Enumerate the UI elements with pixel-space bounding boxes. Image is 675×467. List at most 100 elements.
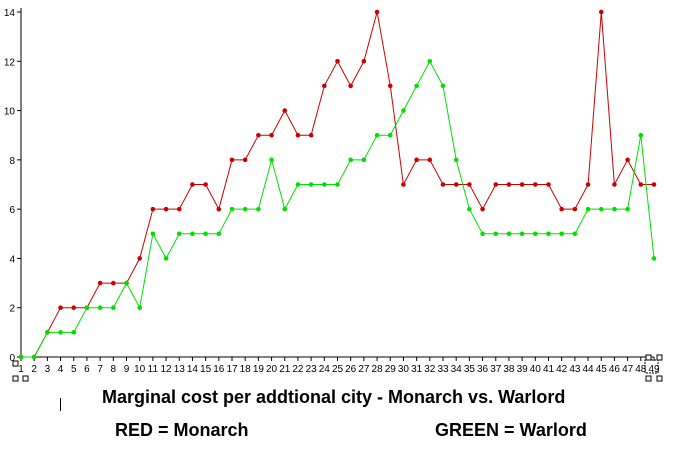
data-point-warlord bbox=[124, 280, 129, 286]
data-point-warlord bbox=[308, 182, 314, 187]
x-tick-label: 30 bbox=[398, 364, 410, 375]
data-point-monarch bbox=[282, 108, 288, 113]
x-tick-label: 11 bbox=[148, 364, 159, 375]
data-point-monarch bbox=[585, 182, 591, 187]
selection-handle bbox=[12, 375, 19, 382]
data-point-monarch bbox=[335, 58, 340, 64]
x-tick-label: 33 bbox=[437, 364, 449, 375]
x-tick-label: 2 bbox=[31, 364, 37, 375]
data-point-warlord bbox=[45, 330, 50, 335]
data-point-monarch bbox=[256, 132, 261, 138]
data-point-monarch bbox=[308, 132, 314, 138]
x-tick-label: 13 bbox=[174, 364, 186, 375]
data-point-monarch bbox=[137, 256, 142, 261]
series-line-warlord bbox=[21, 60, 655, 358]
data-point-warlord bbox=[453, 157, 459, 163]
data-point-warlord bbox=[374, 132, 380, 138]
data-point-monarch bbox=[651, 182, 657, 187]
x-tick-label: 23 bbox=[306, 364, 318, 375]
y-axis-ticks: 0 2 4 6 8 10 12 14 bbox=[4, 8, 21, 364]
y-tick-label: 10 bbox=[4, 107, 16, 118]
data-point-warlord bbox=[533, 231, 538, 237]
x-tick-label: 48 bbox=[635, 364, 647, 375]
data-point-warlord bbox=[322, 182, 327, 187]
data-point-monarch bbox=[322, 83, 327, 89]
x-tick-label: 25 bbox=[332, 364, 344, 375]
data-point-monarch bbox=[440, 182, 446, 187]
data-point-warlord bbox=[519, 231, 525, 237]
data-point-monarch bbox=[401, 182, 406, 187]
x-tick-label: 45 bbox=[596, 364, 608, 375]
x-tick-label: 38 bbox=[503, 364, 515, 375]
selection-handle bbox=[656, 354, 663, 361]
data-point-warlord bbox=[203, 231, 208, 237]
x-tick-label: 43 bbox=[569, 364, 581, 375]
selection-handle bbox=[12, 360, 19, 367]
data-point-warlord bbox=[137, 305, 142, 311]
x-tick-label: 5 bbox=[71, 364, 77, 375]
data-point-warlord bbox=[282, 206, 288, 212]
data-point-warlord bbox=[31, 354, 37, 360]
x-tick-label: 20 bbox=[266, 364, 278, 375]
data-point-monarch bbox=[612, 182, 617, 187]
data-point-warlord bbox=[295, 182, 301, 187]
data-point-monarch bbox=[638, 182, 644, 187]
data-point-warlord bbox=[348, 157, 353, 163]
data-point-warlord bbox=[414, 83, 419, 89]
data-point-warlord bbox=[18, 354, 24, 360]
x-tick-label: 39 bbox=[517, 364, 529, 375]
data-point-monarch bbox=[176, 206, 182, 212]
data-point-warlord bbox=[598, 206, 604, 212]
x-tick-label: 17 bbox=[226, 364, 238, 375]
data-point-monarch bbox=[374, 9, 380, 15]
y-tick-label: 12 bbox=[4, 57, 16, 68]
x-tick-label: 40 bbox=[530, 364, 542, 375]
x-tick-label: 16 bbox=[213, 364, 225, 375]
data-point-monarch bbox=[229, 157, 235, 163]
x-tick-label: 24 bbox=[319, 364, 331, 375]
x-tick-label: 36 bbox=[477, 364, 489, 375]
x-tick-label: 46 bbox=[609, 364, 621, 375]
x-tick-label: 4 bbox=[58, 364, 64, 375]
data-point-warlord bbox=[97, 305, 103, 311]
data-point-monarch bbox=[111, 280, 116, 286]
data-point-warlord bbox=[190, 231, 195, 237]
y-tick-label: 0 bbox=[9, 353, 15, 364]
data-point-monarch bbox=[533, 182, 538, 187]
data-point-warlord bbox=[269, 157, 274, 163]
y-tick-label: 4 bbox=[9, 254, 15, 265]
data-point-monarch bbox=[625, 157, 630, 163]
data-point-monarch bbox=[427, 157, 433, 163]
x-axis-ticks: 1 2 3 4 5 6 7 8 9 10 11 12 13 14 15 16 17 18 19 20 21 22 23 24 2… bbox=[18, 357, 660, 375]
data-point-monarch bbox=[190, 182, 195, 187]
x-tick-label: 29 bbox=[385, 364, 397, 375]
data-point-monarch bbox=[546, 182, 551, 187]
data-point-monarch bbox=[361, 58, 367, 64]
data-point-warlord bbox=[58, 330, 63, 335]
data-point-monarch bbox=[559, 206, 564, 212]
data-point-monarch bbox=[295, 132, 301, 138]
selection-handle bbox=[645, 354, 652, 361]
x-tick-label: 49 bbox=[648, 364, 660, 375]
selection-handles bbox=[12, 354, 663, 382]
data-point-warlord bbox=[480, 231, 485, 237]
x-tick-label: 34 bbox=[451, 364, 463, 375]
x-tick-label: 41 bbox=[543, 364, 555, 375]
x-tick-label: 32 bbox=[424, 364, 436, 375]
data-point-warlord bbox=[256, 206, 261, 212]
data-point-warlord bbox=[546, 231, 551, 237]
data-point-monarch bbox=[453, 182, 459, 187]
data-point-warlord bbox=[651, 256, 657, 261]
data-point-monarch bbox=[506, 182, 512, 187]
data-point-monarch bbox=[480, 206, 485, 212]
data-point-warlord bbox=[467, 206, 472, 212]
x-tick-label: 12 bbox=[161, 364, 173, 375]
data-point-warlord bbox=[401, 108, 406, 113]
data-point-warlord bbox=[625, 206, 630, 212]
x-tick-label: 26 bbox=[345, 364, 357, 375]
data-point-monarch bbox=[348, 83, 353, 89]
data-point-warlord bbox=[335, 182, 340, 187]
x-tick-label: 1 bbox=[18, 364, 24, 375]
selection-handle bbox=[656, 375, 663, 382]
x-tick-label: 28 bbox=[372, 364, 384, 375]
